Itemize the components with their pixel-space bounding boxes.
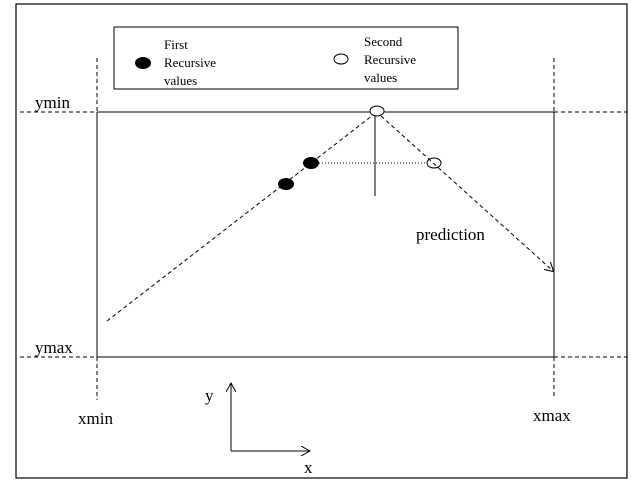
xmax-label: xmax <box>533 406 571 425</box>
axis-x-label: x <box>304 458 313 477</box>
first-recursive-dot-1 <box>278 178 294 190</box>
legend-first-line1: First <box>164 37 188 52</box>
legend-second-line2: Recursive <box>364 52 416 67</box>
prediction-label: prediction <box>416 225 485 244</box>
legend-second-line3: values <box>364 70 397 85</box>
ymin-label: ymin <box>35 93 70 112</box>
legend-first-line3: values <box>164 73 197 88</box>
legend-filled-dot <box>135 57 151 69</box>
legend-first-line2: Recursive <box>164 55 216 70</box>
second-recursive-circle-peak <box>369 105 385 117</box>
prediction-arrow <box>380 115 553 271</box>
legend-second-line1: Second <box>364 34 403 49</box>
rising-trajectory <box>106 111 378 322</box>
legend-box <box>113 26 459 90</box>
first-recursive-dot-2 <box>303 157 319 169</box>
legend-open-dot <box>333 53 349 65</box>
xmin-label: xmin <box>78 409 113 428</box>
axis-y-label: y <box>205 386 214 405</box>
outer-frame <box>15 3 628 479</box>
ymax-label: ymax <box>35 338 73 357</box>
